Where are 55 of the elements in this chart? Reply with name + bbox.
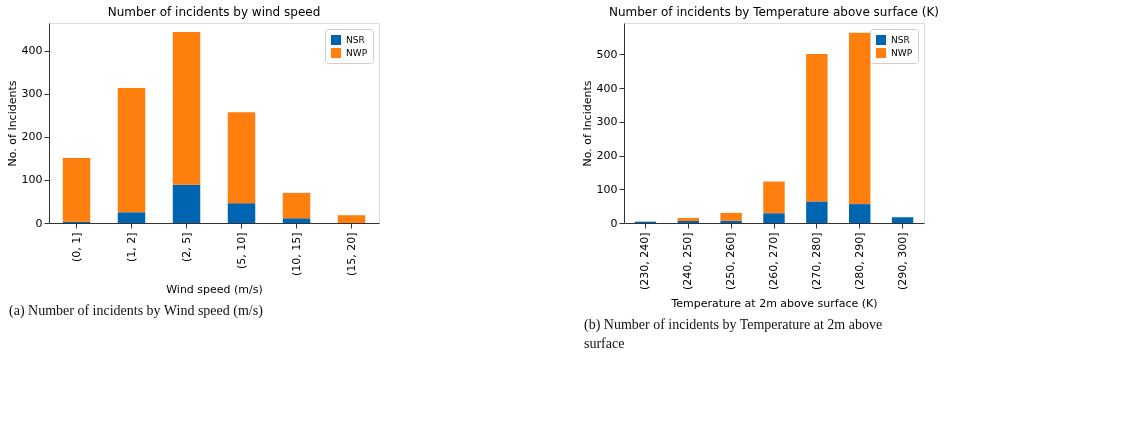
chart-title: Number of incidents by Temperature above surface (K) xyxy=(608,5,940,19)
x-tick-label: (2, 5] xyxy=(179,232,193,263)
bar xyxy=(282,218,311,223)
x-tick-label: (290, 300] xyxy=(895,232,909,291)
y-tick-label: 300 xyxy=(21,87,43,101)
x-tick-label: (1, 2] xyxy=(124,232,138,263)
bar xyxy=(891,217,914,223)
legend-label: NSR xyxy=(891,35,910,45)
y-axis-title: No. of Incidents xyxy=(580,80,594,167)
bar xyxy=(172,184,201,223)
x-tick-label: (270, 280] xyxy=(809,232,823,291)
bar xyxy=(849,32,871,205)
x-tick-label: (280, 290] xyxy=(852,232,866,291)
y-tick-label: 200 xyxy=(596,149,618,163)
bar xyxy=(227,112,256,204)
chart-title: Number of incidents by wind speed xyxy=(107,5,321,19)
y-axis-title: No. of Incidents xyxy=(5,80,19,167)
y-tick-label: 200 xyxy=(21,130,43,144)
y-tick-label: 100 xyxy=(596,182,618,196)
legend-label: NWP xyxy=(891,48,913,58)
x-axis-title: Wind speed (m/s) xyxy=(166,283,263,297)
bar xyxy=(806,201,828,223)
bar xyxy=(282,192,311,219)
legend-label: NSR xyxy=(346,35,365,45)
bar xyxy=(172,32,201,185)
x-tick-label: (15, 20] xyxy=(344,232,358,277)
bar xyxy=(677,217,699,221)
bar xyxy=(337,215,366,223)
y-tick-label: 400 xyxy=(596,81,618,95)
legend-label: NWP xyxy=(346,48,368,58)
bar xyxy=(849,204,871,223)
y-tick-label: 300 xyxy=(596,115,618,129)
y-tick-label: 400 xyxy=(21,44,43,58)
text: (a) Number of incidents by Wind speed (m/s) xyxy=(9,303,264,319)
bar xyxy=(62,157,91,222)
x-tick-label: (260, 270] xyxy=(767,232,780,291)
x-tick-label: (250, 260] xyxy=(724,232,738,291)
y-tick-label: 0 xyxy=(35,216,43,230)
bar xyxy=(763,213,785,223)
x-tick-label: (0, 1] xyxy=(69,232,83,263)
bar xyxy=(763,181,785,214)
bar xyxy=(117,88,146,213)
bar xyxy=(720,212,742,221)
x-axis-title: Temperature at 2m above surface (K) xyxy=(670,297,878,311)
x-tick-label: (5, 10] xyxy=(234,232,248,270)
y-tick-label: 100 xyxy=(21,173,43,187)
y-tick-label: 500 xyxy=(596,47,618,61)
x-tick-label: (230, 240] xyxy=(638,232,652,291)
y-tick-label: 0 xyxy=(610,216,618,230)
x-tick-label: (10, 15] xyxy=(289,232,303,277)
text: (b) Number of incidents by Temperature at 2m above surface xyxy=(584,317,883,351)
bar xyxy=(117,212,146,223)
x-tick-label: (240, 250] xyxy=(681,232,695,291)
bar xyxy=(227,203,256,223)
bar xyxy=(806,54,828,202)
